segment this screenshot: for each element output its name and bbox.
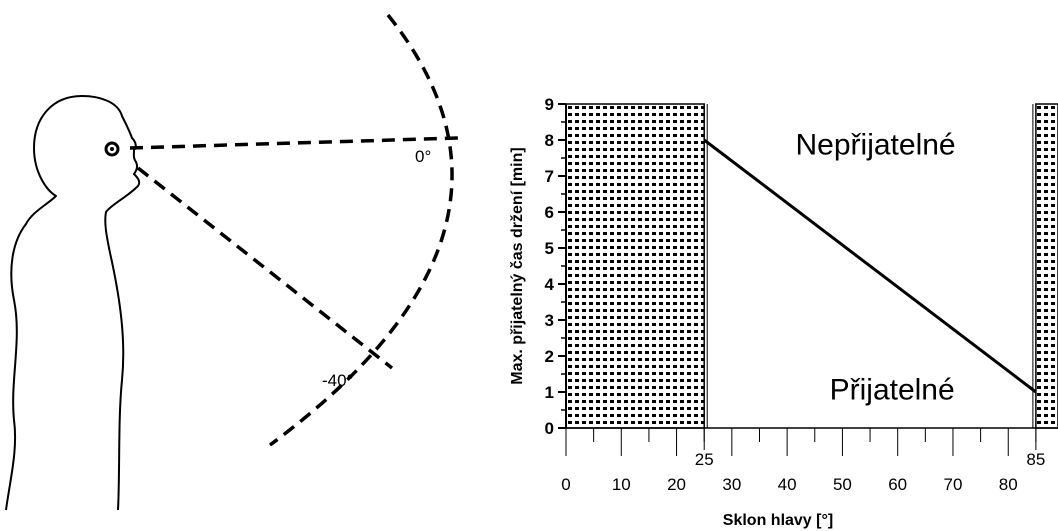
y-tick-label-8: 8 bbox=[545, 131, 554, 150]
eye-icon bbox=[104, 141, 120, 157]
zone-label-0: Nepřijatelné bbox=[796, 129, 956, 162]
x-tick-label-80: 80 bbox=[999, 475, 1018, 494]
gaze-line-0deg bbox=[129, 136, 459, 150]
y-tick-label-0: 0 bbox=[545, 419, 554, 438]
angle-label-minus40: -40° bbox=[322, 371, 353, 390]
y-tick-label-4: 4 bbox=[545, 275, 555, 294]
shaded-region-0 bbox=[565, 103, 705, 429]
human-figure-illustration: 0° -40° bbox=[5, 13, 459, 511]
x-special-label-25: 25 bbox=[695, 450, 714, 469]
chart: 0 1 2 3 4 5 6 7 8 9 0 10 20 30 40 50 60 70 80 25 85 Nepřija… bbox=[509, 95, 1058, 529]
x-tick-label-30: 30 bbox=[722, 475, 741, 494]
x-tick-label-0: 0 bbox=[561, 475, 570, 494]
x-axis: 0 10 20 30 40 50 60 70 80 25 85 bbox=[561, 427, 1058, 494]
y-tick-label-5: 5 bbox=[545, 239, 554, 258]
y-axis: 0 1 2 3 4 5 6 7 8 9 bbox=[545, 95, 567, 438]
zone-label-1: Přijatelné bbox=[830, 373, 955, 406]
gaze-line-minus40deg bbox=[136, 166, 394, 370]
x-special-label-85: 85 bbox=[1026, 450, 1045, 469]
series bbox=[703, 138, 1037, 394]
annotations: Nepřijatelné Přijatelné bbox=[796, 129, 956, 407]
x-tick-label-70: 70 bbox=[944, 475, 963, 494]
person-outline-icon bbox=[5, 95, 141, 511]
y-axis-title: Max. přijatelný čas držení [min] bbox=[509, 147, 526, 384]
shaded-region-1 bbox=[1035, 103, 1058, 429]
angle-label-0: 0° bbox=[415, 147, 431, 166]
x-tick-label-50: 50 bbox=[833, 475, 852, 494]
shaded-regions bbox=[565, 103, 1058, 429]
x-tick-label-40: 40 bbox=[778, 475, 797, 494]
view-arc bbox=[268, 13, 454, 447]
y-tick-label-9: 9 bbox=[545, 95, 554, 114]
x-tick-label-60: 60 bbox=[888, 475, 907, 494]
series-line-0 bbox=[703, 138, 1037, 394]
y-tick-label-7: 7 bbox=[545, 167, 554, 186]
y-tick-label-1: 1 bbox=[545, 383, 554, 402]
y-tick-label-2: 2 bbox=[545, 347, 554, 366]
x-tick-label-10: 10 bbox=[612, 475, 631, 494]
x-axis-title: Sklon hlavy [°] bbox=[723, 512, 833, 529]
y-tick-label-3: 3 bbox=[545, 311, 554, 330]
y-tick-label-6: 6 bbox=[545, 203, 554, 222]
x-tick-label-20: 20 bbox=[667, 475, 686, 494]
